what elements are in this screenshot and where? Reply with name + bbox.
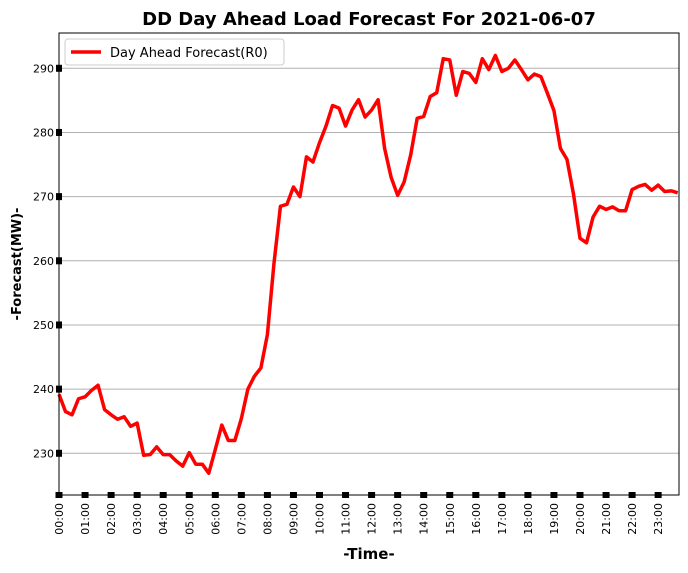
x-tick-label: 16:00 — [470, 503, 483, 535]
x-tick-label: 12:00 — [366, 503, 379, 535]
y-tick-label: 250 — [33, 319, 54, 332]
x-tick-label: 13:00 — [392, 503, 405, 535]
legend-label: Day Ahead Forecast(R0) — [110, 46, 268, 61]
x-tick-label: 21:00 — [600, 503, 613, 535]
x-tick-label: 04:00 — [157, 503, 170, 535]
x-tick-label: 19:00 — [548, 503, 561, 535]
x-tick-label: 18:00 — [522, 503, 535, 535]
x-tick-label: 00:00 — [53, 503, 66, 535]
legend-box — [64, 38, 285, 66]
y-tick-label: 260 — [33, 255, 54, 268]
x-tick-label: 03:00 — [131, 503, 144, 535]
y-tick-label: 270 — [33, 191, 54, 204]
y-tick-label: 280 — [33, 126, 54, 139]
x-tick-label: 01:00 — [79, 503, 92, 535]
y-axis-ticks: 230 240 250 260 270 280 290 — [33, 62, 62, 460]
x-tick-label: 10:00 — [314, 503, 327, 535]
x-tick-label: 05:00 — [183, 503, 196, 535]
y-tick-label: 230 — [33, 447, 54, 460]
x-tick-label: 09:00 — [287, 503, 300, 535]
grid-lines — [59, 67, 679, 454]
x-tick-label: 17:00 — [496, 503, 509, 535]
x-axis-ticks: 00:00 01:00 02:00 03:00 04:00 05:00 06:00 07:00… — [53, 492, 665, 535]
x-tick-label: 07:00 — [235, 503, 248, 535]
x-tick-label: 02:00 — [105, 503, 118, 535]
x-axis-label: -Time- — [343, 545, 394, 563]
y-tick-label: 290 — [33, 62, 54, 75]
plot-frame — [58, 32, 680, 496]
x-tick-label: 22:00 — [626, 503, 639, 535]
x-tick-label: 23:00 — [652, 503, 665, 535]
x-tick-label: 08:00 — [261, 503, 274, 535]
series-line-day-ahead-forecast — [57, 53, 679, 475]
x-tick-label: 15:00 — [444, 503, 457, 535]
y-tick-label: 240 — [33, 383, 54, 396]
x-tick-label: 06:00 — [209, 503, 222, 535]
x-tick-label: 20:00 — [574, 503, 587, 535]
x-tick-label: 11:00 — [340, 503, 353, 535]
chart-title: DD Day Ahead Load Forecast For 2021-06-0… — [142, 9, 596, 30]
legend: Day Ahead Forecast(R0) — [64, 38, 285, 66]
y-axis-label: -Forecast(MW)- — [10, 208, 25, 321]
x-tick-label: 14:00 — [418, 503, 431, 535]
